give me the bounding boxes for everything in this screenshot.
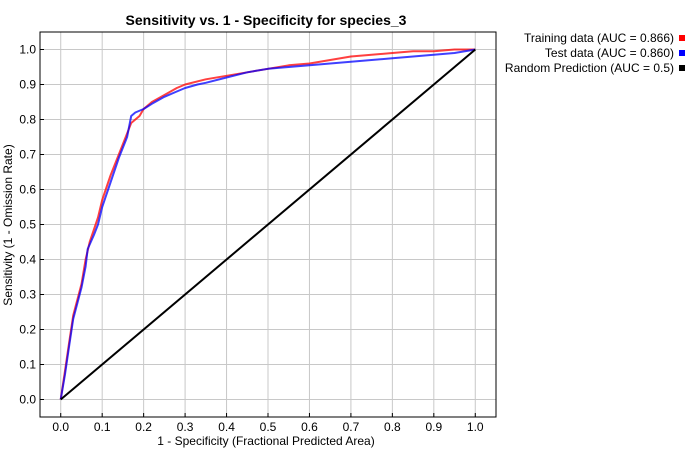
x-tick-label: 0.7 [343, 420, 360, 434]
legend-swatch [679, 35, 685, 41]
tick-layer: 0.0 0.1 0.2 0.3 0.4 0.5 0.6 0.7 0.8 0.9 1.0 0.0 0.1 0… [19, 43, 484, 435]
y-tick-label: 0.9 [19, 78, 36, 92]
series-layer [59, 48, 476, 401]
y-tick-label: 0.7 [19, 148, 36, 162]
x-tick-label: 0.1 [94, 420, 111, 434]
legend-swatch [679, 65, 685, 71]
x-axis-label: 1 - Specificity (Fractional Predicted Ar… [157, 434, 374, 448]
grid [40, 32, 496, 417]
x-tick-label: 0.9 [425, 420, 442, 434]
y-tick-label: 0.8 [19, 113, 36, 127]
x-tick-label: 0.8 [384, 420, 401, 434]
x-tick-label: 0.5 [260, 420, 277, 434]
x-tick-label: 0.4 [218, 420, 235, 434]
y-axis-label: Sensitivity (1 - Omission Rate) [1, 144, 15, 305]
x-tick-label: 0.2 [135, 420, 152, 434]
y-tick-label: 0.2 [19, 323, 36, 337]
y-tick-label: 0.5 [19, 218, 36, 232]
x-tick-label: 0.0 [52, 420, 69, 434]
y-tick-label: 0.4 [19, 253, 36, 267]
y-tick-label: 0.1 [19, 358, 36, 372]
random-prediction-line [60, 48, 476, 401]
test-data-line [59, 48, 476, 400]
legend-label: Test data (AUC = 0.860) [545, 46, 674, 60]
x-tick-label: 1.0 [467, 420, 484, 434]
legend: Training data (AUC = 0.866)Test data (AU… [505, 31, 685, 75]
y-tick-label: 0.3 [19, 288, 36, 302]
legend-swatch [679, 50, 685, 56]
y-tick-label: 0.0 [19, 393, 36, 407]
legend-label: Training data (AUC = 0.866) [524, 31, 674, 45]
chart-title: Sensitivity vs. 1 - Specificity for spec… [126, 12, 407, 28]
x-tick-label: 0.6 [301, 420, 318, 434]
legend-label: Random Prediction (AUC = 0.5) [505, 61, 674, 75]
x-tick-label: 0.3 [177, 420, 194, 434]
y-tick-label: 1.0 [19, 43, 36, 57]
y-tick-label: 0.6 [19, 183, 36, 197]
